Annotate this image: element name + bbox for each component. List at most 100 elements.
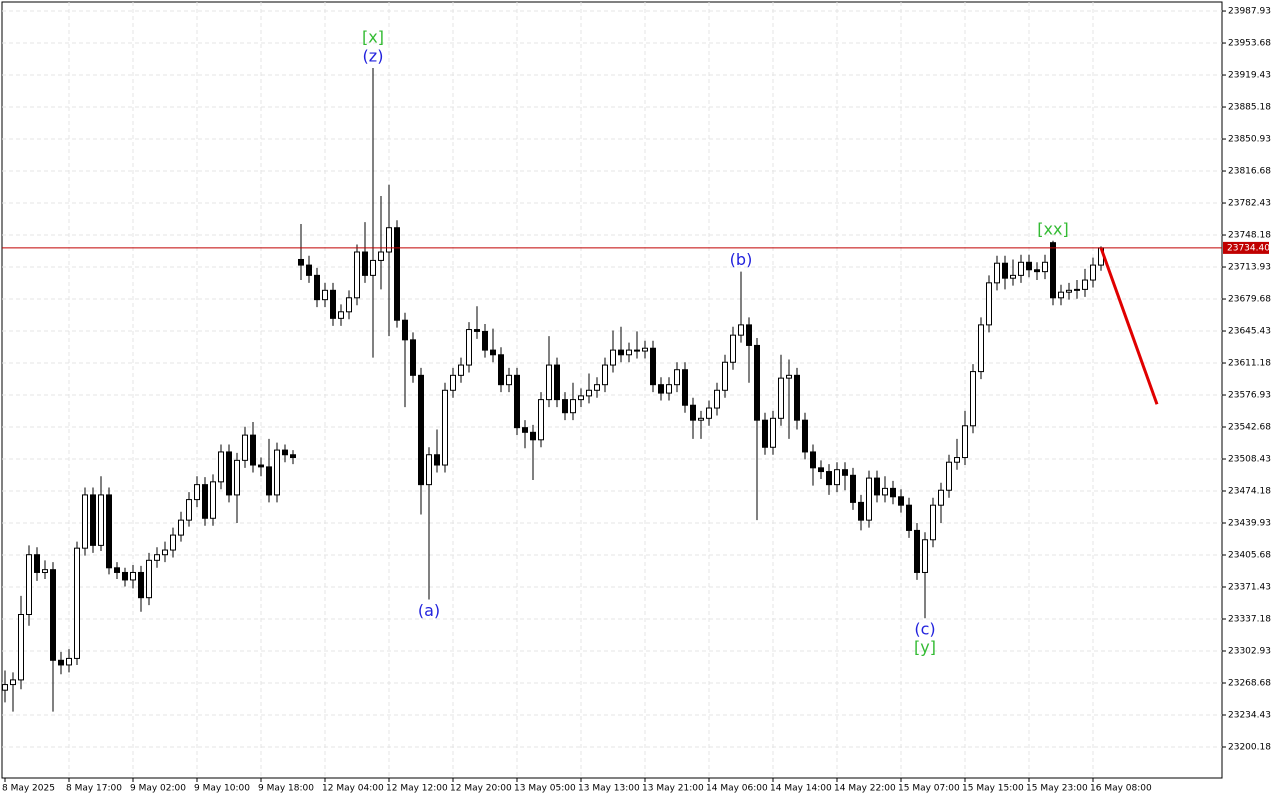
candle-body	[402, 319, 408, 341]
candle-body	[1058, 291, 1064, 299]
y-tick-label: 23200.18	[1228, 743, 1271, 753]
candle-body	[162, 549, 168, 556]
candle-body	[802, 419, 808, 453]
candle-body	[690, 404, 696, 421]
x-tick-label: 16 May 08:00	[1090, 784, 1152, 794]
candle-body	[818, 467, 824, 473]
candle-body	[170, 534, 176, 551]
candle-body	[722, 361, 728, 391]
candle-body	[346, 297, 352, 313]
y-tick-label: 23850.93	[1228, 135, 1271, 145]
x-tick-label: 13 May 05:00	[514, 784, 576, 794]
candle-body	[322, 289, 328, 301]
candle-body	[762, 419, 768, 448]
candle-body	[362, 251, 368, 276]
wave-label: (z)	[363, 46, 384, 65]
x-tick-label: 14 May 06:00	[706, 784, 768, 794]
candle-body	[306, 264, 312, 276]
y-tick-label: 23371.43	[1228, 583, 1271, 593]
current-price-box	[1223, 241, 1269, 254]
candle-body	[482, 330, 488, 351]
candle-body	[266, 466, 272, 496]
candle-body	[522, 427, 528, 433]
candle-body	[394, 227, 400, 321]
candle-body	[218, 451, 224, 483]
plot-frame	[1, 1, 1223, 779]
candle-body	[202, 484, 208, 519]
candle-body	[770, 417, 776, 448]
candle-body	[962, 425, 968, 459]
current-price-label: 23734.40	[1227, 243, 1270, 253]
candle-body	[154, 554, 160, 561]
candle-body	[74, 547, 80, 659]
candle-body	[1082, 279, 1088, 290]
candle-body	[498, 354, 504, 386]
y-tick-label: 23234.43	[1228, 711, 1271, 721]
candle-body	[554, 364, 560, 401]
candle-body	[330, 289, 336, 319]
candle-body	[42, 569, 48, 573]
candles	[2, 67, 1222, 712]
candle-body	[1002, 262, 1008, 279]
x-tick-label: 8 May 2025	[2, 784, 55, 794]
candle-body	[514, 374, 520, 429]
x-tick-label: 15 May 15:00	[962, 784, 1024, 794]
candle-body	[258, 464, 264, 468]
y-tick-label: 23268.68	[1228, 679, 1271, 689]
x-tick-label: 13 May 21:00	[642, 784, 704, 794]
candle-body	[858, 501, 864, 521]
candle-body	[130, 571, 136, 581]
x-tick-label: 14 May 14:00	[770, 784, 832, 794]
candle-body	[186, 499, 192, 521]
candle-body	[226, 451, 232, 496]
candle-body	[434, 454, 440, 466]
x-tick-label: 13 May 13:00	[578, 784, 640, 794]
candle-body	[250, 434, 256, 466]
y-tick-label: 23542.68	[1228, 423, 1271, 433]
candle-body	[314, 274, 320, 301]
candle-body	[602, 364, 608, 386]
candle-body	[50, 569, 56, 661]
candle-body	[682, 369, 688, 406]
candle-body	[954, 457, 960, 463]
candle-body	[178, 519, 184, 536]
candle-body	[1018, 261, 1024, 276]
candle-body	[698, 417, 704, 421]
wave-label: (b)	[730, 250, 753, 269]
y-tick-label: 23816.68	[1228, 167, 1271, 177]
candle-body	[978, 324, 984, 373]
candle-body	[34, 554, 40, 573]
y-tick-label: 23508.43	[1228, 455, 1271, 465]
y-tick-label: 23987.93	[1228, 7, 1271, 17]
y-tick-label: 23782.43	[1228, 199, 1271, 209]
candle-body	[970, 371, 976, 427]
x-tick-label: 12 May 04:00	[322, 784, 384, 794]
candle-body	[370, 259, 376, 276]
candle-body	[338, 311, 344, 319]
wave-label: [y]	[914, 638, 936, 657]
candle-body	[138, 571, 144, 599]
candle-body	[290, 454, 296, 459]
y-tick-label: 23439.93	[1228, 519, 1271, 529]
candle-body	[1026, 261, 1032, 271]
candle-body	[490, 349, 496, 356]
candle-body	[706, 407, 712, 419]
candle-body	[122, 571, 128, 581]
candle-body	[586, 389, 592, 397]
x-tick-label: 15 May 23:00	[1026, 784, 1088, 794]
y-tick-label: 23885.18	[1228, 103, 1271, 113]
candle-body	[58, 659, 64, 666]
candle-body	[378, 251, 384, 261]
candle-body	[610, 349, 616, 366]
candle-body	[458, 364, 464, 376]
candle-body	[786, 374, 792, 379]
candle-body	[1074, 288, 1080, 291]
candle-body	[890, 487, 896, 498]
candle-body	[546, 364, 552, 401]
wave-label: [xx]	[1037, 219, 1068, 238]
candle-body	[826, 471, 832, 486]
candle-body	[146, 559, 152, 599]
y-tick-label: 23405.68	[1228, 551, 1271, 561]
candle-body	[882, 487, 888, 496]
candle-body	[794, 374, 800, 421]
